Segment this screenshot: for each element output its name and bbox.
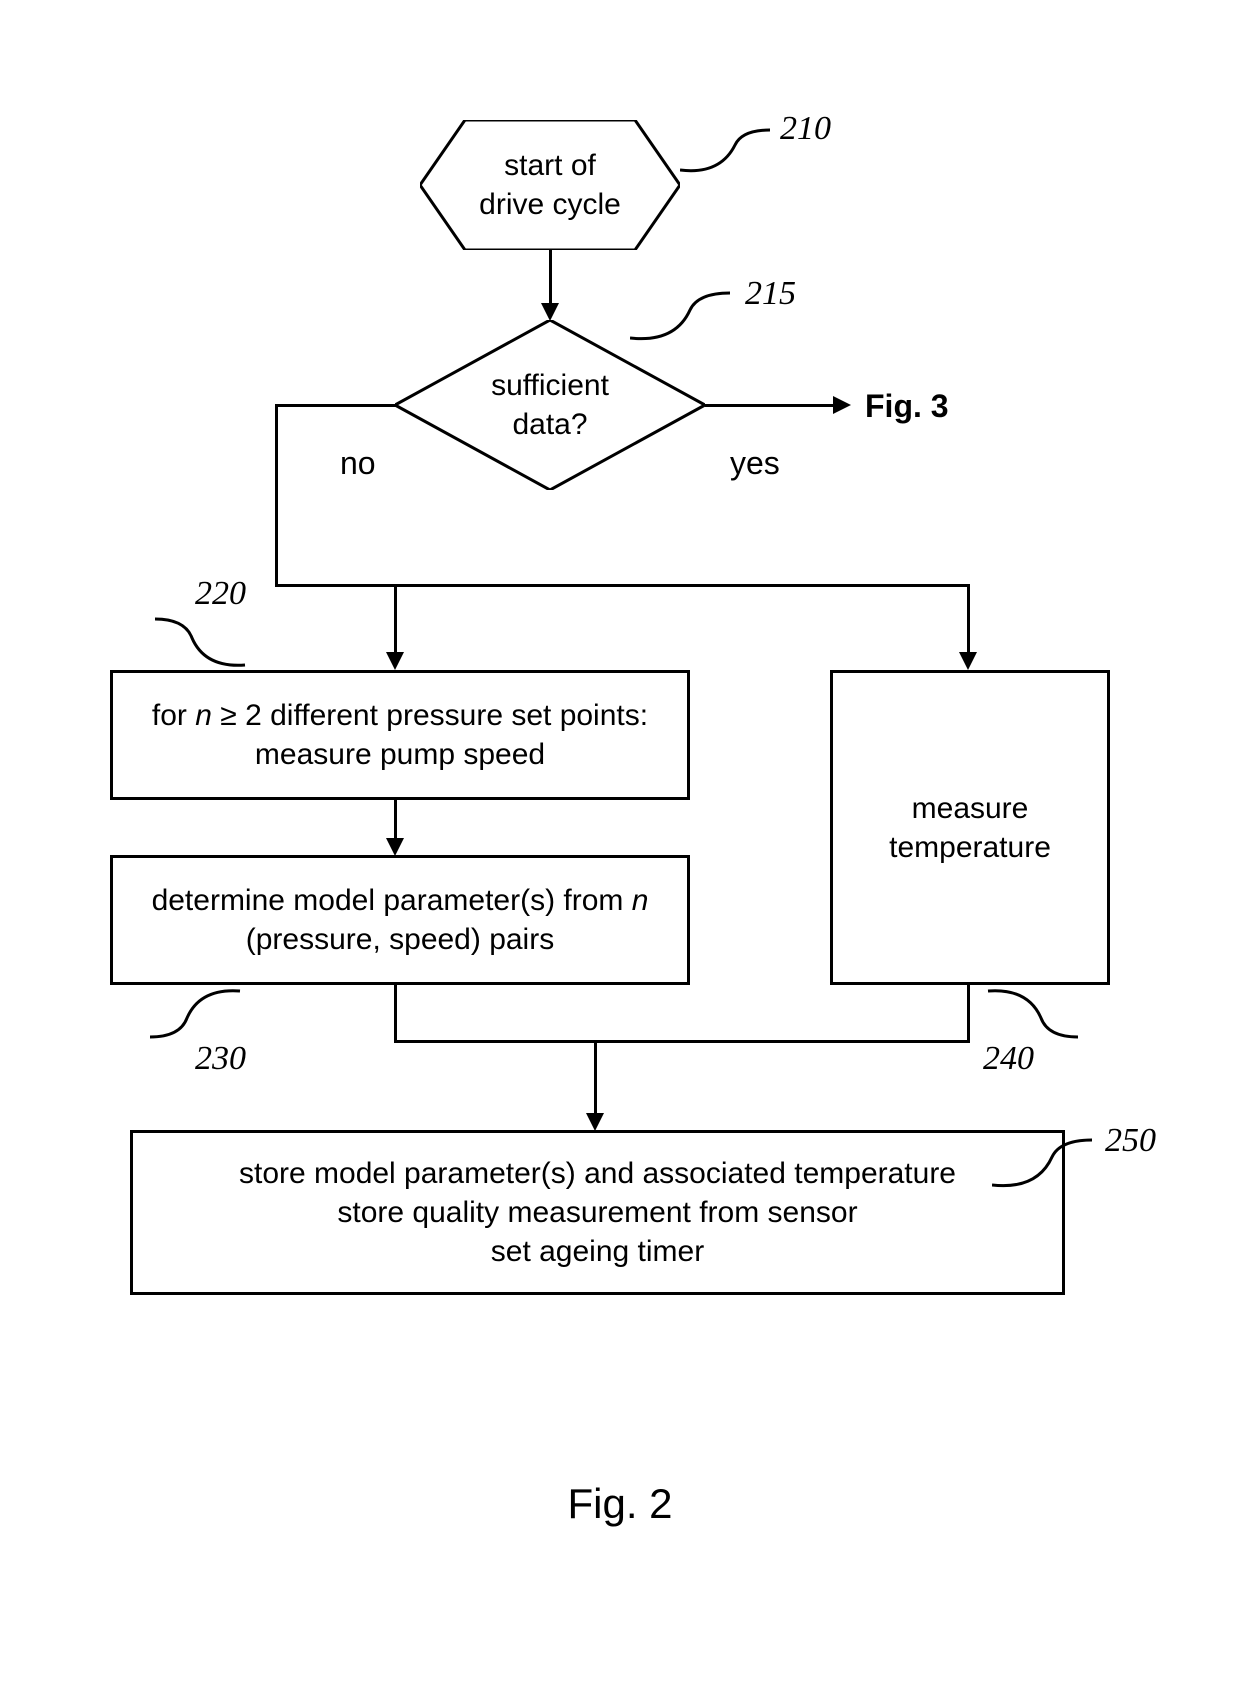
start-line2: drive cycle xyxy=(479,188,621,221)
ref-215: 215 xyxy=(745,275,796,313)
box250-line1: store model parameter(s) and associated … xyxy=(239,1157,956,1190)
bracket-220 xyxy=(150,613,250,673)
bracket-240 xyxy=(983,985,1083,1045)
line-to-240-v xyxy=(967,584,970,654)
decision-line1: sufficient xyxy=(491,369,609,402)
box-240: measure temperature xyxy=(830,670,1110,985)
start-node: start of drive cycle xyxy=(420,120,680,250)
arrow-yes xyxy=(705,404,835,407)
arrow-start-decision-head xyxy=(541,303,559,321)
line-split xyxy=(275,584,970,587)
figure-caption: Fig. 2 xyxy=(0,1480,1240,1528)
box240-line2: temperature xyxy=(889,831,1051,864)
ref-220: 220 xyxy=(195,575,246,613)
bracket-230 xyxy=(145,985,245,1045)
ref-240: 240 xyxy=(983,1040,1034,1078)
box230-line2: (pressure, speed) pairs xyxy=(246,923,554,956)
bracket-250 xyxy=(992,1135,1102,1195)
bracket-210 xyxy=(680,125,780,180)
line-merge-h xyxy=(394,1040,970,1043)
arrow-to-240 xyxy=(959,652,977,670)
box-230: determine model parameter(s) from n (pre… xyxy=(110,855,690,985)
line-240-down xyxy=(967,985,970,1040)
arrow-220-230-head xyxy=(386,838,404,856)
box250-line2: store quality measurement from sensor xyxy=(337,1196,857,1229)
arrow-start-decision xyxy=(549,250,552,305)
box-250: store model parameter(s) and associated … xyxy=(130,1130,1065,1295)
bracket-215 xyxy=(630,288,740,348)
line-230-down xyxy=(394,985,397,1040)
ref-250: 250 xyxy=(1105,1122,1156,1160)
fig3-ref: Fig. 3 xyxy=(865,388,949,425)
box250-line3: set ageing timer xyxy=(491,1235,704,1268)
line-no-h xyxy=(275,404,397,407)
no-label: no xyxy=(340,445,376,482)
arrow-to-220 xyxy=(386,652,404,670)
box-220: for n ≥ 2 different pressure set points:… xyxy=(110,670,690,800)
start-line1: start of xyxy=(504,149,596,182)
box240-line1: measure xyxy=(912,792,1029,825)
arrow-yes-head xyxy=(833,396,851,414)
arrow-220-230 xyxy=(394,800,397,840)
decision-line2: data? xyxy=(512,408,587,441)
ref-210: 210 xyxy=(780,110,831,148)
box220-line2: measure pump speed xyxy=(255,738,545,771)
line-merge-down xyxy=(594,1040,597,1115)
ref-230: 230 xyxy=(195,1040,246,1078)
line-no-v xyxy=(275,404,278,584)
arrow-merge-head xyxy=(586,1113,604,1131)
line-to-220-v xyxy=(394,584,397,654)
yes-label: yes xyxy=(730,445,780,482)
